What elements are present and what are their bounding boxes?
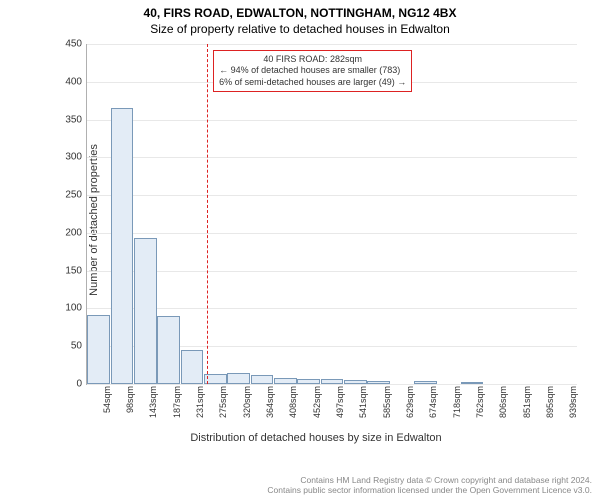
x-tick-label: 851sqm — [522, 386, 532, 418]
y-tick-label: 400 — [52, 76, 82, 87]
gridline — [87, 308, 577, 309]
chart-area: Number of detached properties 0501001502… — [56, 44, 576, 416]
bar — [111, 108, 133, 384]
y-tick-label: 100 — [52, 303, 82, 314]
x-tick-label: 585sqm — [382, 386, 392, 418]
y-tick-label: 450 — [52, 39, 82, 50]
x-tick-label: 320sqm — [242, 386, 252, 418]
x-tick-label: 939sqm — [568, 386, 578, 418]
x-tick-label: 674sqm — [428, 386, 438, 418]
bar — [414, 381, 436, 384]
bar — [87, 315, 109, 385]
chart-title-line1: 40, FIRS ROAD, EDWALTON, NOTTINGHAM, NG1… — [0, 6, 600, 20]
annotation-line1: 40 FIRS ROAD: 282sqm — [219, 54, 406, 65]
x-tick-label: 541sqm — [358, 386, 368, 418]
x-tick-label: 895sqm — [545, 386, 555, 418]
x-tick-label: 806sqm — [498, 386, 508, 418]
y-tick-label: 200 — [52, 227, 82, 238]
bar — [134, 238, 156, 384]
chart-container: 40, FIRS ROAD, EDWALTON, NOTTINGHAM, NG1… — [0, 0, 600, 500]
annotation-line2: ← 94% of detached houses are smaller (78… — [219, 65, 406, 76]
x-tick-label: 187sqm — [172, 386, 182, 418]
bar — [321, 379, 343, 384]
x-tick-label: 629sqm — [405, 386, 415, 418]
plot-region: 05010015020025030035040045054sqm98sqm143… — [86, 44, 577, 385]
gridline — [87, 44, 577, 45]
y-tick-label: 250 — [52, 190, 82, 201]
x-tick-label: 497sqm — [335, 386, 345, 418]
gridline — [87, 120, 577, 121]
x-tick-label: 98sqm — [125, 386, 135, 413]
y-tick-label: 300 — [52, 152, 82, 163]
marker-line — [207, 44, 209, 384]
bar — [297, 379, 319, 384]
bar — [461, 382, 483, 384]
chart-title-line2: Size of property relative to detached ho… — [0, 22, 600, 36]
title-block: 40, FIRS ROAD, EDWALTON, NOTTINGHAM, NG1… — [0, 0, 600, 36]
y-tick-label: 50 — [52, 341, 82, 352]
gridline — [87, 233, 577, 234]
footer-line1: Contains HM Land Registry data © Crown c… — [267, 475, 592, 486]
bar — [181, 350, 203, 384]
bar — [227, 373, 249, 384]
x-tick-label: 452sqm — [312, 386, 322, 418]
attribution-footer: Contains HM Land Registry data © Crown c… — [267, 475, 592, 496]
y-tick-label: 0 — [52, 379, 82, 390]
x-tick-label: 762sqm — [475, 386, 485, 418]
x-tick-label: 408sqm — [288, 386, 298, 418]
x-tick-label: 54sqm — [102, 386, 112, 413]
bar — [157, 316, 179, 384]
x-tick-label: 364sqm — [265, 386, 275, 418]
annotation-line3: 6% of semi-detached houses are larger (4… — [219, 77, 406, 88]
bar — [251, 375, 273, 384]
x-tick-label: 231sqm — [195, 386, 205, 418]
footer-line2: Contains public sector information licen… — [267, 485, 592, 496]
gridline — [87, 271, 577, 272]
bar — [367, 381, 389, 384]
gridline — [87, 195, 577, 196]
annotation-box: 40 FIRS ROAD: 282sqm← 94% of detached ho… — [213, 50, 412, 92]
x-tick-label: 275sqm — [218, 386, 228, 418]
y-tick-label: 150 — [52, 265, 82, 276]
bar — [344, 380, 366, 384]
y-tick-label: 350 — [52, 114, 82, 125]
bar — [274, 378, 296, 384]
x-tick-label: 718sqm — [452, 386, 462, 418]
x-tick-label: 143sqm — [148, 386, 158, 418]
gridline — [87, 157, 577, 158]
x-axis-label: Distribution of detached houses by size … — [56, 432, 576, 444]
gridline — [87, 384, 577, 385]
